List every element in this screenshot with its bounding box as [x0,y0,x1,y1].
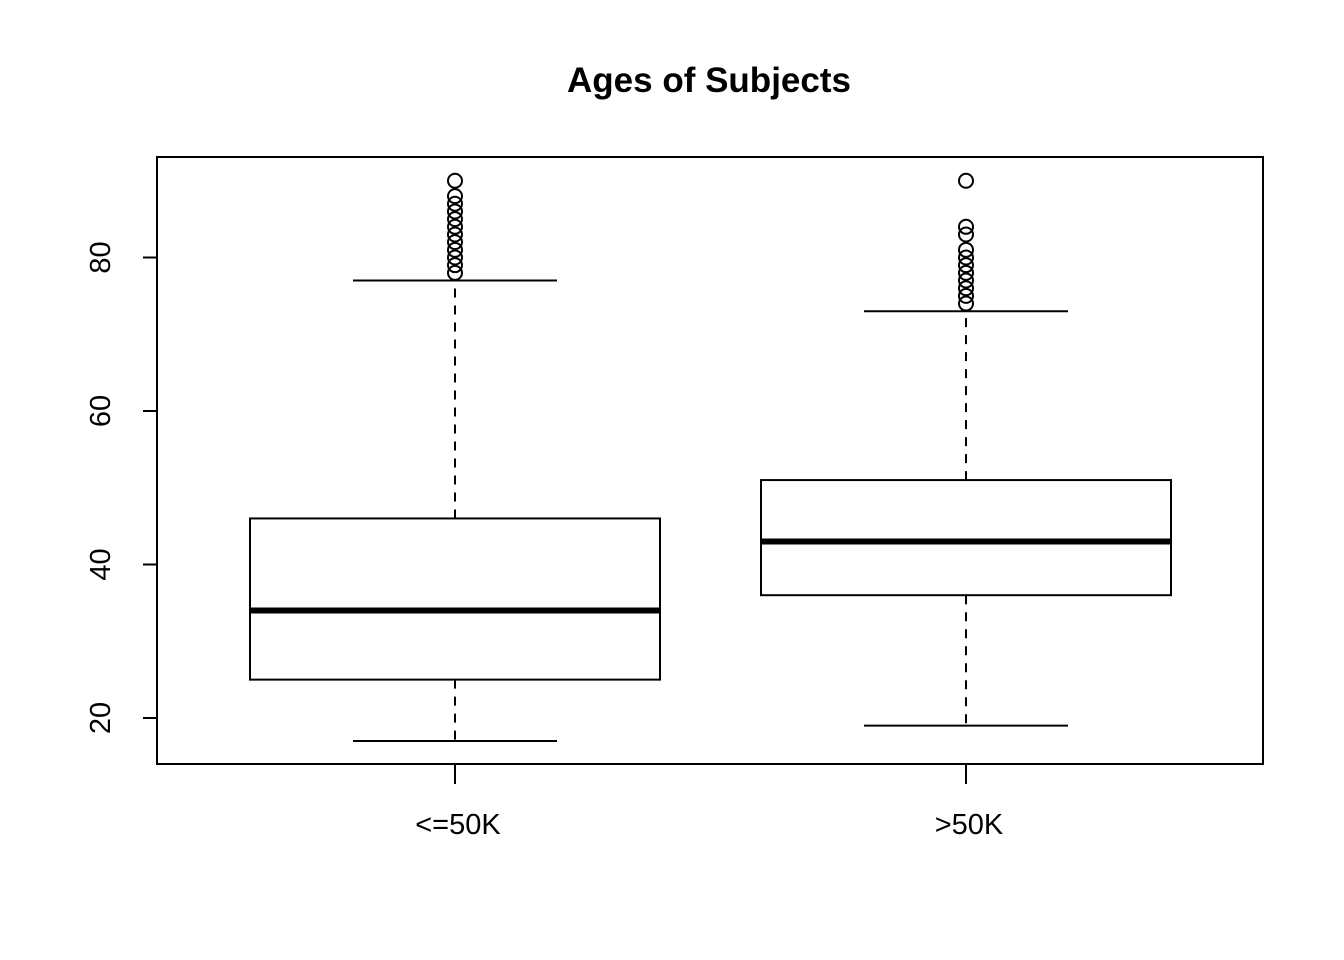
outlier-point [447,241,463,258]
x-axis: <=50K >50K [415,764,1004,841]
y-tick-label: 40 [85,548,117,580]
outlier-point [958,226,974,243]
x-tick-label: >50K [935,809,1004,841]
x-tick-label: <=50K [415,809,501,841]
box-iqr [249,517,661,681]
y-tick-label: 20 [85,702,117,734]
outlier-point [447,203,463,220]
outlier-point [447,195,463,212]
outlier-point [958,249,974,266]
outlier-point [447,257,463,274]
outlier-point [447,264,463,281]
outlier-point [958,241,974,258]
outlier-point [958,280,974,297]
outlier-point [958,264,974,281]
outlier-point [447,226,463,243]
outlier-point [447,218,463,235]
chart-title: Ages of Subjects [567,61,851,100]
outlier-point [958,287,974,304]
outlier-point [958,295,974,312]
outlier-point [447,172,463,189]
outlier-point [958,172,974,189]
box-iqr [760,479,1172,597]
outlier-point [958,218,974,235]
box-group [249,172,661,743]
boxplot-series [249,172,1172,743]
box-group [760,172,1172,727]
y-tick-label: 80 [85,241,117,273]
y-axis: 20 40 60 80 [85,241,158,734]
outlier-point [447,188,463,205]
outlier-point [958,272,974,289]
outlier-point [447,249,463,266]
outlier-point [447,234,463,251]
outlier-point [447,211,463,228]
outlier-point [958,257,974,274]
y-tick-label: 60 [85,395,117,427]
